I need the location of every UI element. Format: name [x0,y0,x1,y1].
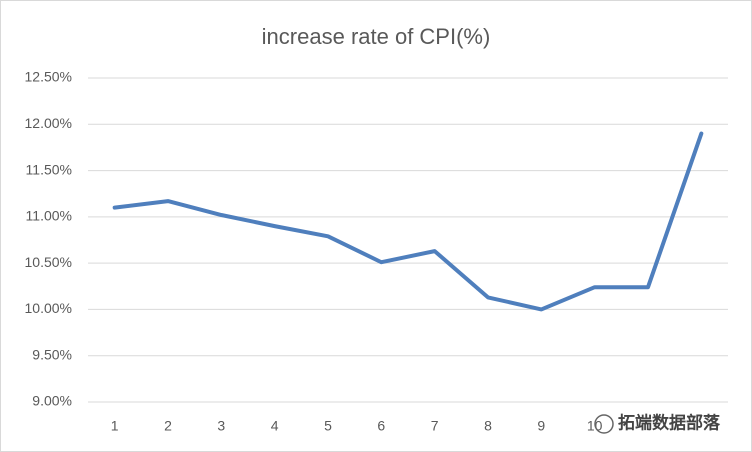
chart-title: increase rate of CPI(%) [262,24,491,49]
watermark: 拓端数据部落 [618,412,721,432]
x-tick-label: 4 [271,418,279,434]
y-tick-label: 10.50% [25,254,72,270]
x-tick-label: 1 [111,418,119,434]
watermark-group: 拓端数据部落 [594,412,721,434]
x-tick-label: 8 [484,418,492,434]
y-tick-label: 12.00% [25,115,72,131]
y-tick-label: 11.00% [26,208,72,224]
y-tick-label: 10.00% [25,300,72,316]
x-tick-label: 9 [537,418,545,434]
series-line [112,131,704,312]
x-tick-label: 6 [377,418,385,434]
x-tick-label: 7 [431,418,439,434]
x-tick-label: 5 [324,418,332,434]
y-tick-label: 9.50% [32,346,72,362]
watermark-icon [594,414,614,434]
y-tick-label: 9.00% [32,393,72,409]
y-tick-label: 12.50% [25,69,72,85]
x-tick-label: 3 [217,418,225,434]
y-tick-label: 11.50% [26,161,72,177]
x-tick-label: 2 [164,418,172,434]
